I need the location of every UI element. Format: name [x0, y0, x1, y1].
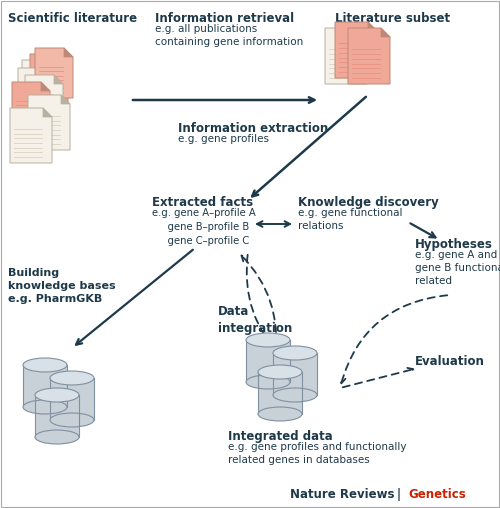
- Polygon shape: [335, 22, 377, 78]
- Polygon shape: [61, 95, 70, 104]
- Text: e.g. gene A and
gene B functionally
related: e.g. gene A and gene B functionally rela…: [415, 250, 500, 287]
- Text: Knowledge discovery: Knowledge discovery: [298, 196, 439, 209]
- Polygon shape: [35, 48, 73, 98]
- Polygon shape: [368, 22, 377, 31]
- Polygon shape: [18, 68, 56, 118]
- Polygon shape: [22, 60, 60, 110]
- Polygon shape: [41, 82, 50, 91]
- Polygon shape: [30, 54, 68, 104]
- Polygon shape: [358, 28, 367, 37]
- Text: e.g. gene profiles and functionally
related genes in databases: e.g. gene profiles and functionally rela…: [228, 442, 406, 465]
- Text: e.g. all publications
containing gene information: e.g. all publications containing gene in…: [155, 24, 303, 47]
- Ellipse shape: [50, 371, 94, 385]
- Bar: [246, 340, 290, 382]
- Ellipse shape: [258, 365, 302, 379]
- Bar: [50, 378, 94, 420]
- Polygon shape: [325, 28, 367, 84]
- Ellipse shape: [273, 346, 317, 360]
- Ellipse shape: [23, 358, 67, 372]
- Bar: [258, 372, 302, 414]
- Bar: [273, 353, 317, 395]
- Polygon shape: [59, 54, 68, 63]
- Polygon shape: [28, 95, 70, 150]
- Text: Scientific literature: Scientific literature: [8, 12, 137, 25]
- Text: Data
integration: Data integration: [218, 305, 292, 335]
- Polygon shape: [64, 48, 73, 57]
- Text: Integrated data: Integrated data: [228, 430, 333, 443]
- Text: Literature subset: Literature subset: [335, 12, 450, 25]
- Ellipse shape: [273, 388, 317, 402]
- Polygon shape: [10, 108, 52, 163]
- Text: Genetics: Genetics: [408, 488, 466, 501]
- Polygon shape: [51, 60, 60, 69]
- Text: e.g. gene functional
relations: e.g. gene functional relations: [298, 208, 403, 231]
- Ellipse shape: [258, 407, 302, 421]
- Ellipse shape: [23, 400, 67, 414]
- Ellipse shape: [35, 430, 79, 444]
- Ellipse shape: [35, 388, 79, 402]
- Polygon shape: [381, 28, 390, 37]
- Ellipse shape: [246, 333, 290, 347]
- Ellipse shape: [50, 413, 94, 427]
- Polygon shape: [348, 28, 390, 84]
- Text: Nature Reviews |: Nature Reviews |: [290, 488, 404, 501]
- Polygon shape: [43, 108, 52, 117]
- Polygon shape: [54, 75, 63, 84]
- Text: Information retrieval: Information retrieval: [155, 12, 294, 25]
- Polygon shape: [47, 68, 56, 77]
- Bar: [35, 395, 79, 437]
- Text: e.g. gene A–profile A
     gene B–profile B
     gene C–profile C: e.g. gene A–profile A gene B–profile B g…: [152, 208, 256, 246]
- Polygon shape: [12, 82, 50, 132]
- Text: Extracted facts: Extracted facts: [152, 196, 253, 209]
- Polygon shape: [25, 75, 63, 125]
- Text: e.g. gene profiles: e.g. gene profiles: [178, 134, 269, 144]
- Text: Building
knowledge bases
e.g. PharmGKB: Building knowledge bases e.g. PharmGKB: [8, 268, 116, 304]
- Text: Evaluation: Evaluation: [415, 355, 485, 368]
- Text: Information extraction: Information extraction: [178, 122, 328, 135]
- Bar: [23, 365, 67, 407]
- Ellipse shape: [246, 375, 290, 389]
- Text: Hypotheses: Hypotheses: [415, 238, 493, 251]
